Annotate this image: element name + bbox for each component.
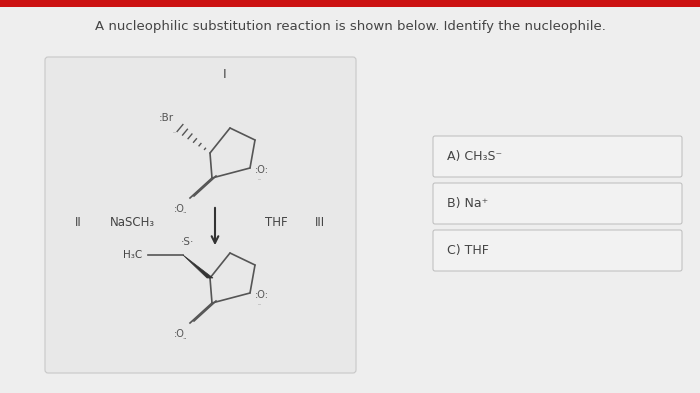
Text: A) CH₃S⁻: A) CH₃S⁻ (447, 150, 502, 163)
FancyBboxPatch shape (433, 230, 682, 271)
Bar (0, 0, 700, 7)
Text: THF: THF (265, 217, 288, 230)
Text: :O: :O (174, 204, 185, 214)
Text: ··: ·· (183, 336, 187, 342)
FancyBboxPatch shape (433, 183, 682, 224)
Text: ··: ·· (172, 130, 176, 135)
Text: C) THF: C) THF (447, 244, 489, 257)
Text: ··: ·· (257, 177, 261, 182)
Text: NaSCH₃: NaSCH₃ (110, 217, 155, 230)
FancyBboxPatch shape (433, 136, 682, 177)
Text: ·S·: ·S· (181, 237, 195, 247)
Text: III: III (315, 217, 325, 230)
Text: II: II (75, 217, 82, 230)
Text: H₃C: H₃C (122, 250, 142, 260)
Text: A nucleophilic substitution reaction is shown below. Identify the nucleophile.: A nucleophilic substitution reaction is … (94, 20, 606, 33)
Text: :O: :O (174, 329, 185, 339)
Polygon shape (183, 255, 213, 278)
FancyBboxPatch shape (45, 57, 356, 373)
Text: ··: ·· (183, 210, 187, 216)
Text: :O:: :O: (255, 290, 269, 300)
Text: :Br: :Br (159, 113, 174, 123)
Text: B) Na⁺: B) Na⁺ (447, 197, 489, 210)
Text: :O:: :O: (255, 165, 269, 175)
Bar (0, 0, 700, 7)
Text: ··: ·· (257, 302, 261, 307)
Text: I: I (223, 68, 227, 81)
